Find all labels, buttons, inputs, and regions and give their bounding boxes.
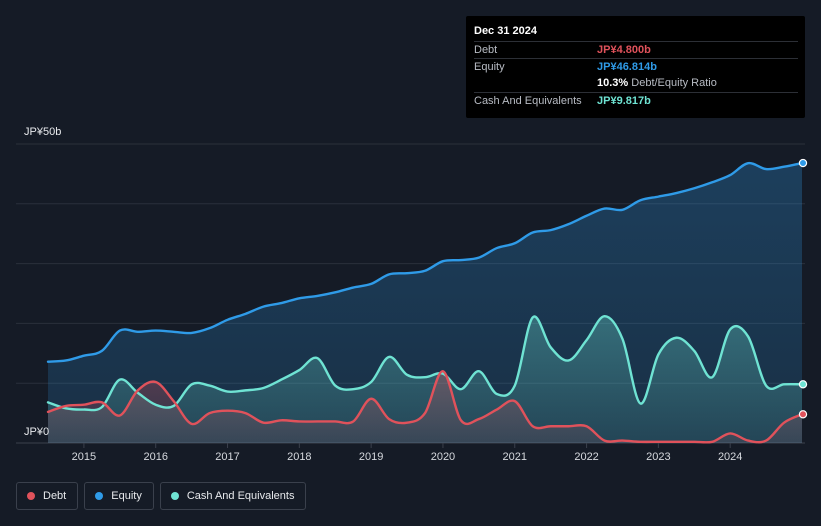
legend: Debt Equity Cash And Equivalents	[16, 482, 307, 510]
legend-label-cash: Cash And Equivalents	[186, 490, 295, 502]
y-axis-bottom-label: JP¥0	[24, 426, 49, 438]
tooltip-equity-value: JP¥46.814b	[597, 61, 657, 73]
x-tick-label: 2021	[503, 451, 527, 463]
cash-end-marker	[798, 380, 808, 389]
tooltip-row-cash: Cash And Equivalents JP¥9.817b	[474, 92, 798, 109]
tooltip-row-equity: Equity JP¥46.814b	[474, 58, 798, 75]
legend-dot-cash	[170, 492, 179, 500]
cash-line	[46, 315, 804, 412]
equity-end-marker	[798, 158, 808, 168]
x-tick-label: 2015	[72, 451, 96, 463]
tooltip-equity-label: Equity	[474, 61, 505, 73]
tooltip-cash-label: Cash And Equivalents	[474, 95, 582, 107]
tooltip-ratio: 10.3% Debt/Equity Ratio	[597, 77, 717, 89]
tooltip-cash-value: JP¥9.817b	[597, 95, 651, 107]
legend-label-debt: Debt	[43, 490, 67, 502]
x-tick-label: 2022	[574, 451, 598, 463]
legend-item-equity[interactable]: Equity	[84, 482, 154, 510]
x-tick-label: 2019	[359, 451, 383, 463]
x-tick-label: 2023	[646, 451, 670, 463]
tooltip: Dec 31 2024 Debt JP¥4.800b Equity JP¥46.…	[466, 16, 805, 118]
tooltip-debt-value: JP¥4.800b	[597, 44, 651, 56]
y-axis-top-label: JP¥50b	[24, 126, 61, 138]
debt-area	[48, 371, 802, 443]
debt-end-marker	[798, 410, 808, 419]
tooltip-ratio-label: Debt/Equity Ratio	[631, 77, 717, 89]
legend-label-equity: Equity	[111, 490, 142, 502]
tooltip-ratio-value: 10.3%	[597, 77, 629, 89]
x-tick-label: 2017	[215, 451, 239, 463]
legend-dot-equity	[95, 492, 104, 500]
equity-line	[46, 161, 804, 363]
tooltip-date: Dec 31 2024	[474, 25, 537, 37]
tooltip-row-debt: Debt JP¥4.800b	[474, 41, 798, 58]
x-tick-label: 2024	[718, 451, 742, 463]
legend-dot-debt	[27, 492, 35, 500]
tooltip-debt-label: Debt	[474, 44, 498, 56]
tooltip-row-ratio: 10.3% Debt/Equity Ratio	[474, 75, 798, 91]
legend-item-debt[interactable]: Debt	[16, 482, 79, 510]
x-tick-label: 2020	[431, 451, 455, 463]
legend-item-cash[interactable]: Cash And Equivalents	[159, 482, 307, 510]
x-tick-label: 2016	[143, 451, 167, 463]
x-tick-label: 2018	[287, 451, 311, 463]
debt-line	[46, 370, 804, 444]
